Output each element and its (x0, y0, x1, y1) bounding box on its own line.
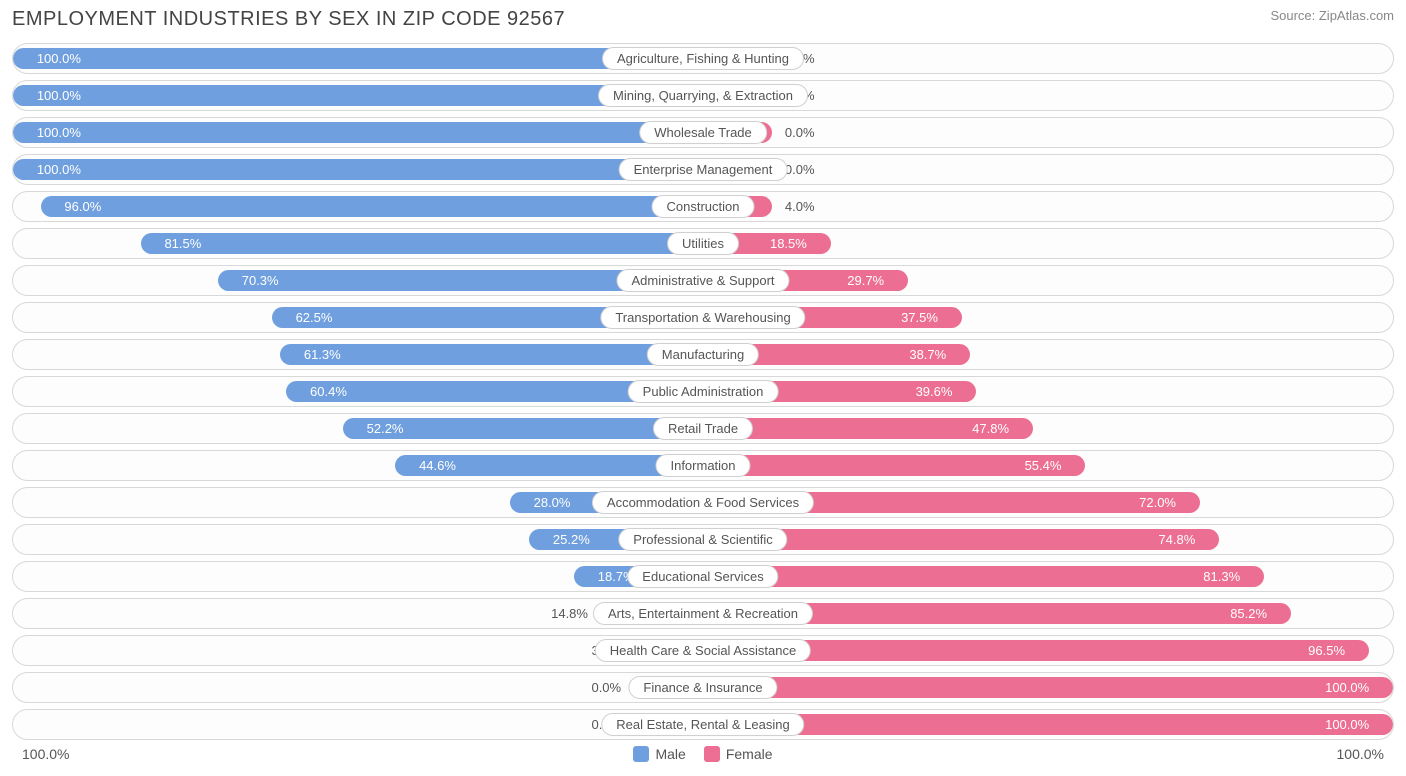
chart-row: 100.0% 0.0% Wholesale Trade (12, 117, 1394, 148)
bar-male (280, 344, 703, 365)
pct-male: 70.3% (232, 266, 279, 295)
chart-title: EMPLOYMENT INDUSTRIES BY SEX IN ZIP CODE… (12, 8, 565, 31)
pct-female: 4.0% (779, 192, 815, 221)
legend-label-female: Female (726, 746, 773, 762)
category-label: Mining, Quarrying, & Extraction (598, 84, 808, 107)
bar-male (141, 233, 703, 254)
pct-male: 0.0% (591, 673, 627, 702)
chart-row: 18.7%81.3%Educational Services (12, 561, 1394, 592)
pct-male: 81.5% (154, 229, 201, 258)
pct-male: 100.0% (27, 155, 81, 184)
category-label: Accommodation & Food Services (592, 491, 814, 514)
pct-female: 100.0% (1325, 673, 1379, 702)
pct-male: 14.8% (551, 599, 594, 628)
pct-male: 60.4% (300, 377, 347, 406)
category-label: Real Estate, Rental & Leasing (601, 713, 804, 736)
chart-row: 100.0%0.0%Mining, Quarrying, & Extractio… (12, 80, 1394, 111)
chart-row: 0.0%100.0%Real Estate, Rental & Leasing (12, 709, 1394, 740)
pct-female: 38.7% (909, 340, 956, 369)
chart-source: Source: ZipAtlas.com (1270, 8, 1394, 23)
chart-row: 70.3% 29.7% Administrative & Support (12, 265, 1394, 296)
legend: Male Female (633, 746, 772, 762)
category-label: Utilities (667, 232, 739, 255)
chart-row: 28.0% 72.0% Accommodation & Food Services (12, 487, 1394, 518)
bar-female (703, 677, 1393, 698)
chart-row: 44.6% 55.4% Information (12, 450, 1394, 481)
pct-male: 100.0% (27, 44, 81, 73)
pct-female: 81.3% (1203, 562, 1250, 591)
category-label: Professional & Scientific (618, 528, 787, 551)
category-label: Wholesale Trade (639, 121, 767, 144)
pct-female: 96.5% (1308, 636, 1355, 665)
pct-female: 37.5% (901, 303, 948, 332)
pct-female: 72.0% (1139, 488, 1186, 517)
category-label: Agriculture, Fishing & Hunting (602, 47, 804, 70)
pct-female: 100.0% (1325, 710, 1379, 739)
category-label: Finance & Insurance (628, 676, 777, 699)
legend-label-male: Male (655, 746, 685, 762)
category-label: Information (655, 454, 750, 477)
category-label: Transportation & Warehousing (600, 306, 805, 329)
bar-male (41, 196, 703, 217)
chart-row: 25.2% 74.8% Professional & Scientific (12, 524, 1394, 555)
pct-male: 28.0% (524, 488, 571, 517)
bar-female (703, 566, 1264, 587)
chart-row: 60.4% 39.6% Public Administration (12, 376, 1394, 407)
swatch-female (704, 746, 720, 762)
chart-row: 100.0%0.0%Agriculture, Fishing & Hunting (12, 43, 1394, 74)
pct-male: 52.2% (357, 414, 404, 443)
chart-row: 52.2% 47.8% Retail Trade (12, 413, 1394, 444)
chart-row: 62.5% 37.5% Transportation & Warehousing (12, 302, 1394, 333)
pct-female: 47.8% (972, 414, 1019, 443)
bar-male (13, 48, 703, 69)
pct-female: 0.0% (779, 118, 815, 147)
pct-female: 29.7% (847, 266, 894, 295)
pct-female: 39.6% (916, 377, 963, 406)
chart-row: 61.3% 38.7% Manufacturing (12, 339, 1394, 370)
chart-header: EMPLOYMENT INDUSTRIES BY SEX IN ZIP CODE… (12, 8, 1394, 31)
chart-row: 14.8% 85.2% Arts, Entertainment & Recreati… (12, 598, 1394, 629)
diverging-bar-chart: 100.0%0.0%Agriculture, Fishing & Hunting… (12, 43, 1394, 740)
chart-footer: 100.0% Male Female 100.0% (12, 746, 1394, 762)
category-label: Enterprise Management (619, 158, 788, 181)
pct-male: 62.5% (286, 303, 333, 332)
chart-row: 100.0%0.0%Enterprise Management (12, 154, 1394, 185)
pct-female: 74.8% (1158, 525, 1205, 554)
chart-row: 81.5% 18.5% Utilities (12, 228, 1394, 259)
pct-male: 100.0% (27, 118, 81, 147)
pct-male: 44.6% (409, 451, 456, 480)
pct-male: 96.0% (54, 192, 101, 221)
pct-male: 25.2% (543, 525, 590, 554)
legend-item-female: Female (704, 746, 773, 762)
category-label: Administrative & Support (616, 269, 789, 292)
pct-male: 61.3% (294, 340, 341, 369)
chart-row: 3.5%96.5%Health Care & Social Assistance (12, 635, 1394, 666)
category-label: Public Administration (628, 380, 779, 403)
pct-female: 85.2% (1230, 599, 1277, 628)
pct-female: 55.4% (1025, 451, 1072, 480)
bar-male (13, 159, 703, 180)
pct-female: 18.5% (770, 229, 817, 258)
category-label: Manufacturing (647, 343, 759, 366)
category-label: Retail Trade (653, 417, 753, 440)
category-label: Health Care & Social Assistance (595, 639, 811, 662)
pct-male: 100.0% (27, 81, 81, 110)
category-label: Arts, Entertainment & Recreation (593, 602, 813, 625)
bar-male (13, 122, 703, 143)
axis-right-label: 100.0% (1337, 746, 1384, 762)
bar-female (703, 714, 1393, 735)
axis-left-label: 100.0% (22, 746, 69, 762)
legend-item-male: Male (633, 746, 685, 762)
category-label: Construction (652, 195, 755, 218)
chart-row: 0.0% 100.0% Finance & Insurance (12, 672, 1394, 703)
chart-row: 96.0% 4.0% Construction (12, 191, 1394, 222)
swatch-male (633, 746, 649, 762)
category-label: Educational Services (627, 565, 778, 588)
